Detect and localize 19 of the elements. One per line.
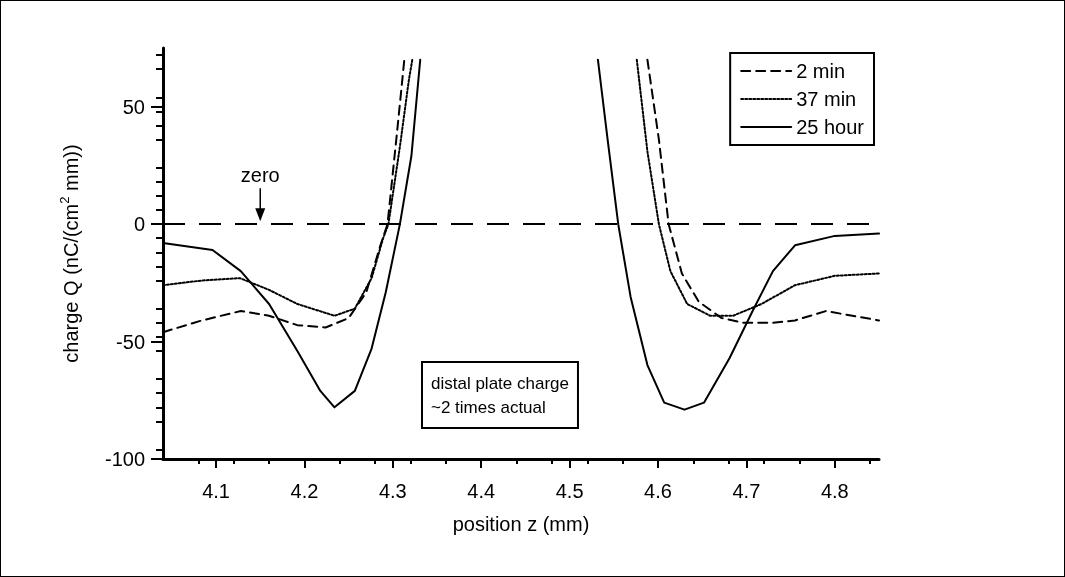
y-tick-label: -50 (116, 330, 145, 353)
x-axis-title: position z (mm) (452, 513, 590, 535)
y-tick-label: 50 (122, 95, 145, 118)
annotation: distal plate charge ~2 times actual (431, 373, 569, 417)
legend-label: 25 hour (796, 116, 865, 138)
legend-label: 2 min (796, 60, 846, 82)
x-tick-label: 4.8 (820, 480, 849, 502)
x-tick-label: 4.1 (202, 480, 230, 502)
x-tick-label: 4.7 (732, 480, 761, 502)
x-tick-label: 4.6 (644, 480, 672, 502)
annotation: zero (240, 164, 280, 187)
x-tick-label: 4.4 (467, 480, 496, 502)
y-tick-label: -100 (104, 448, 145, 470)
y-axis-title: charge Q (nC/(cm2 mm)) (57, 144, 82, 363)
x-tick-label: 4.2 (290, 480, 319, 502)
x-tick-label: 4.5 (555, 480, 584, 502)
x-tick-label: 4.3 (378, 480, 407, 502)
y-tick-label: 0 (133, 213, 145, 236)
legend-label: 37 min (796, 88, 857, 110)
